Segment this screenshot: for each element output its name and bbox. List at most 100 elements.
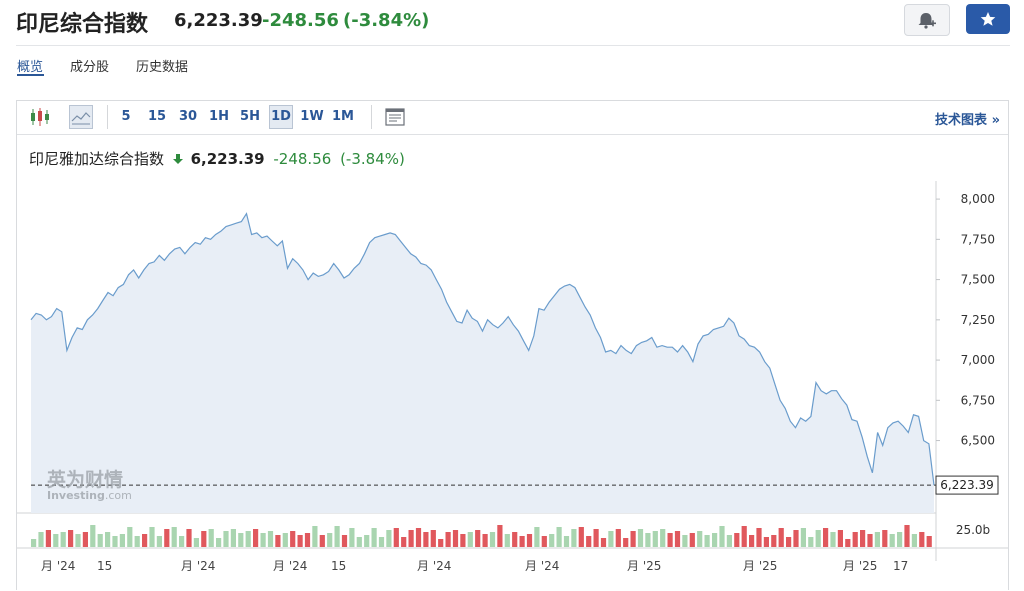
volume-bar [845,539,851,547]
volume-bar [697,531,703,547]
x-tick-label: 月 '24 [525,559,559,573]
volume-bar [674,531,681,547]
last-price-label: 6,223.39 [940,478,993,492]
volume-bar [512,532,518,547]
volume-bar [82,532,88,547]
page-title: 印尼综合指数 [16,12,149,37]
price-area-fill [31,213,934,513]
volume-bar [563,536,570,547]
legend-change-percent: (-3.84%) [340,150,405,168]
volume-bar [267,531,274,547]
volume-bar [460,534,466,547]
volume-bar [297,535,303,547]
x-tick-label: 月 '24 [41,559,75,573]
chevron-double-right-icon: » [991,113,1000,128]
volume-bar [519,536,525,547]
volume-bar [68,530,74,547]
volume-bar [97,534,103,547]
interval-5[interactable]: 5 [121,109,131,124]
interval-5h[interactable]: 5H [240,109,260,124]
volume-bar [808,537,814,547]
volume-bar [445,532,451,547]
volume-bar [208,529,214,547]
volume-bar [741,526,747,547]
volume-bar [475,530,481,547]
volume-bar [645,533,651,547]
area-chart-button[interactable] [69,105,93,129]
volume-bar [800,528,806,547]
volume-bar [179,536,185,547]
last-price-box [935,475,999,495]
interval-1m[interactable]: 1M [332,109,354,124]
chart-toolbar: 5 15 30 1H 5H 1D 1W 1M 技术图表 » [17,101,1008,135]
volume-bar [830,532,836,547]
volume-bar [556,527,562,547]
volume-bar [749,535,755,547]
volume-bar [275,535,281,547]
volume-bar [364,535,370,547]
subnav-overview[interactable]: 概览 [17,60,44,75]
y-tick-label: 6,500 [961,434,995,448]
volume-bar [904,525,910,547]
chart-settings-icon [385,108,405,126]
volume-bar [763,537,769,547]
volume-bar [312,526,318,547]
volume-bar [415,528,422,547]
subnav-constituents[interactable]: 成分股 [70,60,110,75]
volume-bar [38,532,44,547]
volume-bar [341,535,348,547]
volume-bar [371,528,377,547]
volume-bar [408,530,414,547]
chart-settings-button[interactable] [383,105,407,129]
volume-bar [882,530,888,547]
interval-15[interactable]: 15 [147,109,167,124]
volume-bar [489,532,496,547]
chart-panel: 5 15 30 1H 5H 1D 1W 1M 技术图表 » 印尼雅加达综合指数 … [16,100,1009,590]
volume-bar [452,530,459,547]
volume-bar [823,528,829,547]
volume-bar [423,532,429,547]
star-icon [980,12,996,26]
interval-1w[interactable]: 1W [300,109,324,124]
volume-bar [282,533,288,547]
volume-bar [164,529,170,547]
y-tick-label: 7,750 [961,232,995,246]
volume-bar [897,532,903,547]
volume-bar [60,532,66,547]
volume-bar [238,533,244,547]
volume-bar [171,527,177,547]
price-chart[interactable]: 8,000 7,750 7,500 7,250 7,000 6,750 6,500 25.0b… [17,101,1008,591]
volume-bar [874,532,880,547]
area-chart-icon [71,112,91,125]
volume-bar [637,529,644,547]
add-watchlist-button[interactable] [966,4,1010,34]
volume-bar [615,529,621,547]
header-divider [16,45,1010,46]
interval-30[interactable]: 30 [178,109,198,124]
volume-bar [438,539,444,547]
volume-bar [356,537,362,547]
volume-bar [726,535,732,547]
volume-bar [53,534,59,547]
subnav-historical-data[interactable]: 历史数据 [136,60,189,75]
y-tick-label: 7,500 [961,273,995,287]
interval-1h[interactable]: 1H [209,109,229,124]
x-tick-label: 月 '25 [843,559,877,573]
volume-bar [911,534,917,547]
add-alert-button[interactable] [904,4,950,36]
interval-1d[interactable]: 1D [269,105,293,129]
chart-legend: 印尼雅加达综合指数 6,223.39 -248.56 (-3.84%) [29,148,405,169]
candlestick-chart-button[interactable] [28,105,52,129]
volume-bar [704,535,710,547]
volume-bar [290,531,296,547]
volume-bar [45,530,51,547]
volume-bar [630,531,636,547]
volume-bar [327,533,333,547]
technical-chart-link[interactable]: 技术图表 » [935,109,1000,128]
volume-bar [504,534,510,547]
x-tick-label: 月 '25 [627,559,661,573]
volume-bar [867,534,873,547]
volume-bar [623,538,629,547]
x-tick-label: 月 '24 [273,559,307,573]
volume-bar [837,530,843,547]
